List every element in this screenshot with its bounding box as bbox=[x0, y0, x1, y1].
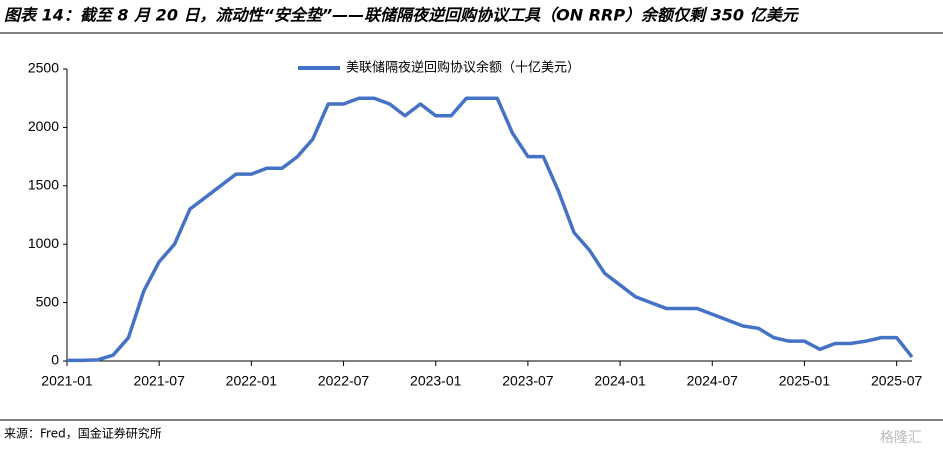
y-tick-label: 500 bbox=[36, 293, 60, 309]
y-tick-label: 2000 bbox=[28, 118, 59, 134]
x-tick-label: 2025-07 bbox=[871, 373, 923, 389]
x-tick-label: 2023-07 bbox=[502, 373, 554, 389]
y-tick-label: 2500 bbox=[28, 60, 59, 76]
legend-label: 美联储隔夜逆回购协议余额（十亿美元） bbox=[346, 60, 580, 76]
x-tick-label: 2023-01 bbox=[410, 373, 462, 389]
chart-title: 图表 14：截至 8 月 20 日，流动性“安全垫”——联储隔夜逆回购协议工具（… bbox=[4, 6, 800, 25]
x-tick-label: 2022-07 bbox=[318, 373, 370, 389]
watermark: 格隆汇 bbox=[880, 430, 922, 446]
y-tick-label: 1500 bbox=[28, 177, 59, 193]
x-tick-label: 2024-01 bbox=[594, 373, 646, 389]
y-tick-label: 1000 bbox=[28, 235, 59, 251]
x-tick-label: 2021-07 bbox=[133, 373, 185, 389]
x-tick-label: 2024-07 bbox=[687, 373, 739, 389]
line bbox=[67, 96, 914, 363]
x-tick-label: 2021-01 bbox=[41, 373, 93, 389]
x-tick-label: 2025-01 bbox=[779, 373, 831, 389]
y-tick-label: 0 bbox=[51, 352, 59, 368]
x-tick-label: 2022-01 bbox=[226, 373, 278, 389]
source: 来源：Fred，国金证券研究所 bbox=[4, 426, 162, 441]
